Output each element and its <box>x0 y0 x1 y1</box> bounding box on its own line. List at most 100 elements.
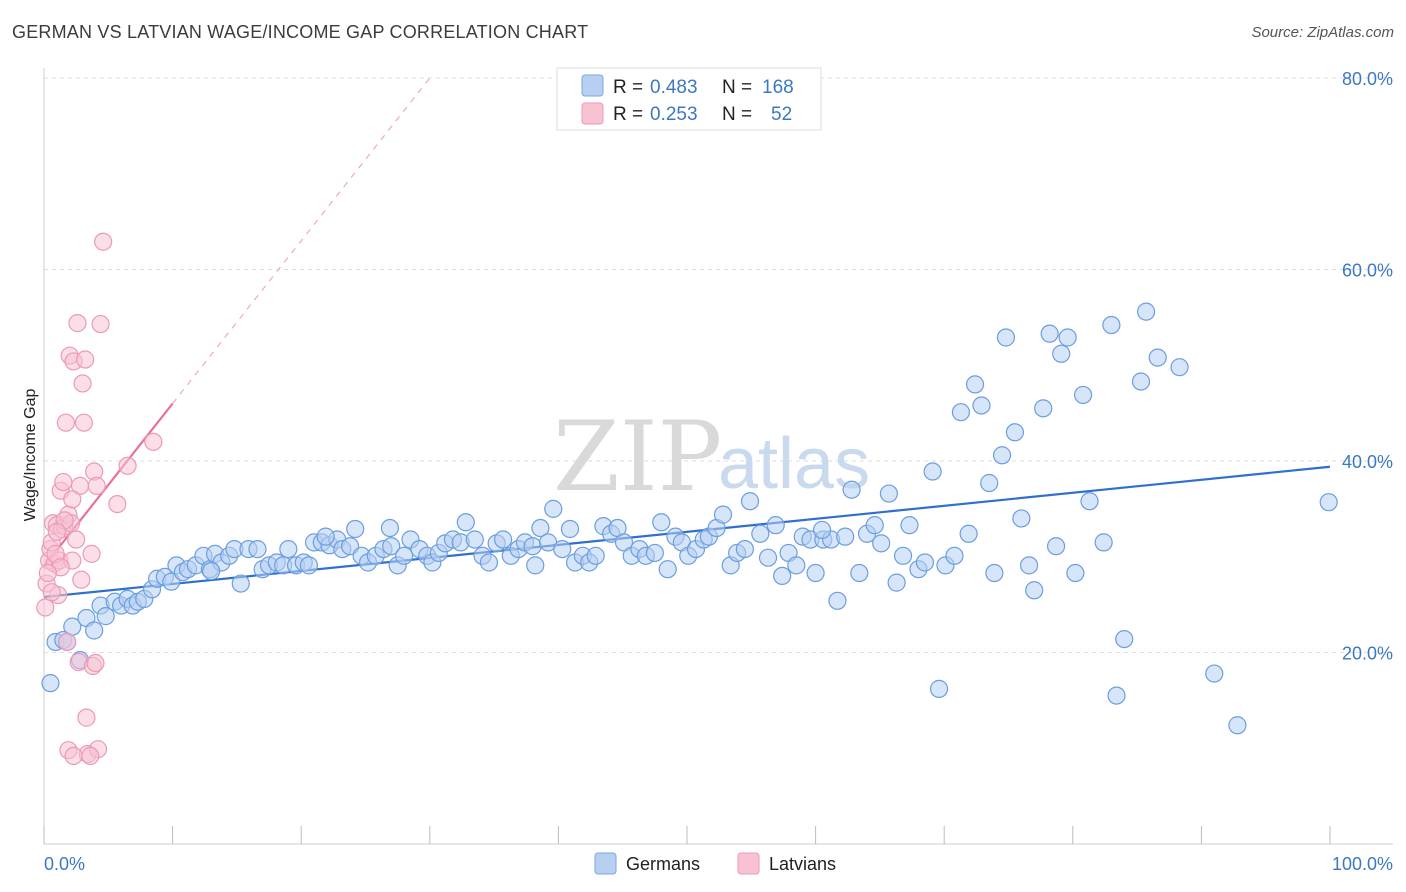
point-german-104 <box>751 524 770 543</box>
point-german-143 <box>1025 581 1044 600</box>
point-german-160 <box>1205 664 1224 683</box>
point-german-159 <box>1170 358 1189 377</box>
point-german-138 <box>992 446 1012 465</box>
point-german-54 <box>394 546 414 565</box>
point-german-141 <box>1012 509 1031 528</box>
point-german-73 <box>531 518 550 538</box>
point-german-117 <box>842 480 861 499</box>
point-german-72 <box>523 537 542 556</box>
point-latvian-37 <box>91 314 110 334</box>
y-tick-label-0: 20.0% <box>1342 644 1393 664</box>
point-latvian-14 <box>56 413 75 432</box>
point-german-154 <box>1107 686 1126 705</box>
legend-r-value-1: 0.483 <box>650 77 698 98</box>
point-latvian-0 <box>36 598 55 617</box>
point-german-102 <box>735 539 754 559</box>
point-latvian-41 <box>144 432 163 451</box>
point-german-32 <box>248 539 267 559</box>
point-german-89 <box>645 543 664 563</box>
point-german-167 <box>316 527 335 546</box>
point-latvian-22 <box>68 314 87 333</box>
x-tick-label-min: 0.0% <box>44 854 85 874</box>
point-latvian-50 <box>81 746 100 766</box>
bottom-legend-germans: Germans <box>626 854 700 874</box>
point-latvian-47 <box>63 490 82 509</box>
point-german-47 <box>346 519 365 539</box>
point-german-137 <box>985 563 1004 583</box>
chart-title: GERMAN VS LATVIAN WAGE/INCOME GAP CORREL… <box>12 22 589 42</box>
point-german-107 <box>773 566 792 586</box>
point-latvian-43 <box>64 746 83 766</box>
legend-n-value-2: 52 <box>771 104 792 125</box>
point-german-144 <box>1034 399 1053 418</box>
point-german-66 <box>479 553 499 572</box>
legend-r-label-2: R = <box>613 104 643 125</box>
point-german-75 <box>544 499 563 518</box>
point-german-109 <box>787 556 806 575</box>
point-latvian-12 <box>54 472 73 492</box>
point-german-148 <box>1058 328 1077 347</box>
point-latvian-25 <box>72 570 91 589</box>
point-german-163 <box>812 520 832 540</box>
point-german-0 <box>41 674 60 693</box>
point-german-146 <box>1046 537 1066 556</box>
point-german-132 <box>951 403 971 422</box>
legend-r-label-1: R = <box>613 77 643 98</box>
point-german-116 <box>836 527 855 546</box>
point-latvian-51 <box>42 583 61 602</box>
point-german-161 <box>1228 716 1247 735</box>
point-german-156 <box>1131 372 1151 391</box>
point-german-165 <box>380 518 400 538</box>
point-german-106 <box>766 516 785 535</box>
point-latvian-27 <box>74 413 93 432</box>
point-german-85 <box>614 533 634 552</box>
point-german-63 <box>456 513 475 532</box>
point-german-164 <box>526 556 545 575</box>
point-german-52 <box>382 537 401 556</box>
point-german-150 <box>1073 385 1093 405</box>
x-tick-label-max: 100.0% <box>1332 854 1393 874</box>
point-german-68 <box>494 530 513 549</box>
point-latvian-26 <box>73 374 92 393</box>
point-german-139 <box>996 328 1016 347</box>
y-tick-label-1: 40.0% <box>1342 452 1393 472</box>
point-german-162 <box>1319 493 1338 512</box>
y-axis-label: Wage/Income Gap <box>22 389 39 522</box>
point-german-118 <box>850 563 869 583</box>
point-german-9 <box>96 607 115 626</box>
point-german-124 <box>893 546 913 565</box>
bottom-legend-swatch-germans <box>594 852 617 875</box>
point-german-125 <box>900 516 919 535</box>
point-german-121 <box>872 534 891 553</box>
data-points <box>36 232 1338 766</box>
point-german-152 <box>1094 533 1113 552</box>
point-german-157 <box>1137 302 1156 321</box>
source-label: Source: ZipAtlas.com <box>1251 24 1394 41</box>
point-german-30 <box>231 574 250 593</box>
watermark: ZIP atlas <box>553 401 870 513</box>
point-german-120 <box>865 516 884 535</box>
point-german-142 <box>1019 556 1039 575</box>
point-latvian-46 <box>38 563 57 583</box>
point-latvian-34 <box>86 653 105 673</box>
point-latvian-39 <box>108 494 127 514</box>
point-german-136 <box>980 473 999 493</box>
legend-n-value-1: 168 <box>762 77 794 98</box>
point-latvian-28 <box>76 350 95 369</box>
point-latvian-21 <box>67 530 86 549</box>
point-german-158 <box>1148 348 1167 367</box>
point-german-135 <box>972 396 991 415</box>
point-latvian-40 <box>118 456 137 475</box>
point-german-99 <box>713 505 733 524</box>
point-latvian-49 <box>47 522 66 541</box>
point-latvian-29 <box>77 708 96 727</box>
point-german-77 <box>560 519 580 539</box>
legend-n-label-2: N = <box>722 104 752 125</box>
point-german-151 <box>1080 492 1099 511</box>
y-tick-label-2: 60.0% <box>1342 261 1393 281</box>
point-german-40 <box>299 556 319 575</box>
point-german-7 <box>85 621 104 640</box>
point-german-123 <box>887 573 906 592</box>
point-german-166 <box>202 562 221 581</box>
watermark-zip: ZIP <box>553 401 722 513</box>
